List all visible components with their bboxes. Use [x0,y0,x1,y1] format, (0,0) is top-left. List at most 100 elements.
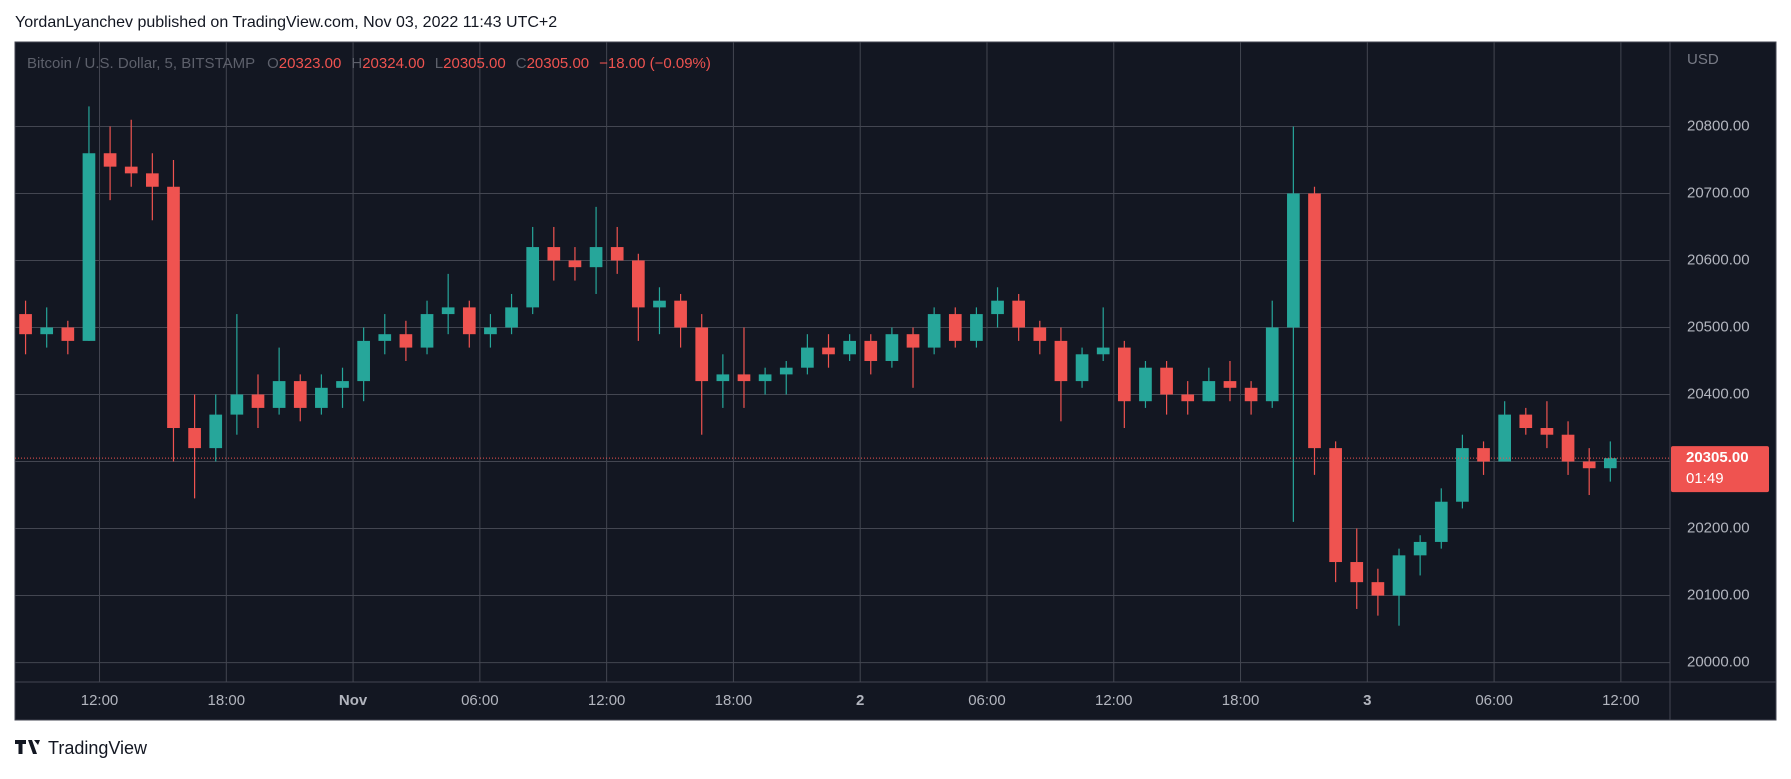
candle-body [82,153,96,341]
candle-body [1477,448,1490,462]
y-unit: USD [1687,51,1719,68]
countdown: 01:49 [1686,470,1724,487]
ohlc-legend: Bitcoin / U.S. Dollar, 5, BITSTAMP O20323… [27,55,711,72]
legend-key: C [516,55,527,72]
y-tick-label: 20400.00 [1687,385,1750,402]
candle-body [378,334,392,341]
candle-body [801,347,814,368]
x-tick-label: 3 [1363,692,1371,709]
candle-body [1413,541,1427,556]
x-tick-label: 06:00 [1475,692,1513,709]
candle-body [420,314,434,348]
candle-body [1540,428,1554,435]
x-tick-label: 06:00 [968,692,1006,709]
candle-body [336,381,349,388]
candle-body [1096,347,1110,355]
candle-body [61,327,75,341]
candle-body [631,260,645,308]
x-tick-label: 12:00 [81,692,119,709]
candle-body [1160,367,1173,395]
candle-body [1287,193,1300,328]
y-tick-label: 20500.00 [1687,318,1750,335]
x-tick-label: 18:00 [715,692,753,709]
candle-body [737,374,751,382]
x-tick-label: 06:00 [461,692,499,709]
x-tick-label: Nov [339,692,368,709]
candle-body [779,367,793,375]
last-price-box [1671,446,1769,493]
candle-body [40,327,54,335]
footer-logo: TradingView [15,738,148,758]
candle-body [610,247,624,261]
candle-body [1054,340,1068,382]
candle-body [399,334,413,348]
candle-body [1033,327,1047,341]
candle-body [1456,448,1469,502]
candle-body [146,173,159,187]
candle-body [927,314,941,348]
candle-body [758,374,772,382]
chart-panel [14,41,1777,721]
plot-area [15,42,1670,682]
candle-body [230,394,244,415]
candle-body [103,153,117,167]
y-tick-label: 20700.00 [1687,184,1750,201]
x-tick-label: 2 [856,692,864,709]
candle-body [1582,461,1596,469]
last-price-label: 20305.00 [1686,449,1749,466]
legend-value: 20305.00 [443,55,506,72]
candle-body [1223,381,1237,388]
x-tick-label: 18:00 [1222,692,1260,709]
candle-body [1265,327,1279,402]
candle-body [653,300,666,308]
candle-body [188,428,201,449]
byline: YordanLyanchev published on TradingView.… [15,14,557,31]
candle-body [1603,458,1617,469]
candle-body [1498,414,1512,462]
candle-body [293,381,307,408]
candle-body [695,327,709,382]
candle-body [1308,193,1321,449]
footer-brand: TradingView [48,738,148,758]
legend-key: O [267,55,279,72]
candle-body [462,307,476,335]
candle-body [167,186,180,429]
legend-value: 20324.00 [362,55,425,72]
candle-body [1329,448,1342,563]
candle-body [1392,555,1406,596]
candle-body [19,314,32,335]
candle-body [1371,582,1385,596]
candle-body [885,334,899,361]
candle-body [526,247,540,308]
candle-body [1519,414,1533,429]
candle-body [484,327,497,335]
x-tick-label: 12:00 [588,692,626,709]
candle-body [948,314,962,341]
x-tick-label: 12:00 [1602,692,1640,709]
candle-body [716,374,730,382]
candle-body [674,300,687,328]
candle-body [568,260,582,268]
candle-body [1117,347,1131,402]
y-tick-label: 20800.00 [1687,117,1750,134]
candle-body [547,247,561,261]
legend-value: 20305.00 [527,55,590,72]
y-tick-label: 20100.00 [1687,587,1750,604]
candle-body [589,247,603,268]
candle-body [315,387,328,408]
legend-key: H [351,55,362,72]
y-tick-label: 20000.00 [1687,654,1750,671]
y-tick-label: 20200.00 [1687,520,1750,537]
x-tick-label: 12:00 [1095,692,1133,709]
candle-body [505,307,518,328]
candle-body [1012,300,1026,328]
candle-body [251,394,265,408]
legend-change: −18.00 (−0.09%) [599,55,711,72]
candle-body [1561,434,1575,462]
candle-body [991,300,1004,315]
candle-body [864,340,878,361]
candle-body [1202,381,1216,402]
candle-body [1139,367,1152,402]
